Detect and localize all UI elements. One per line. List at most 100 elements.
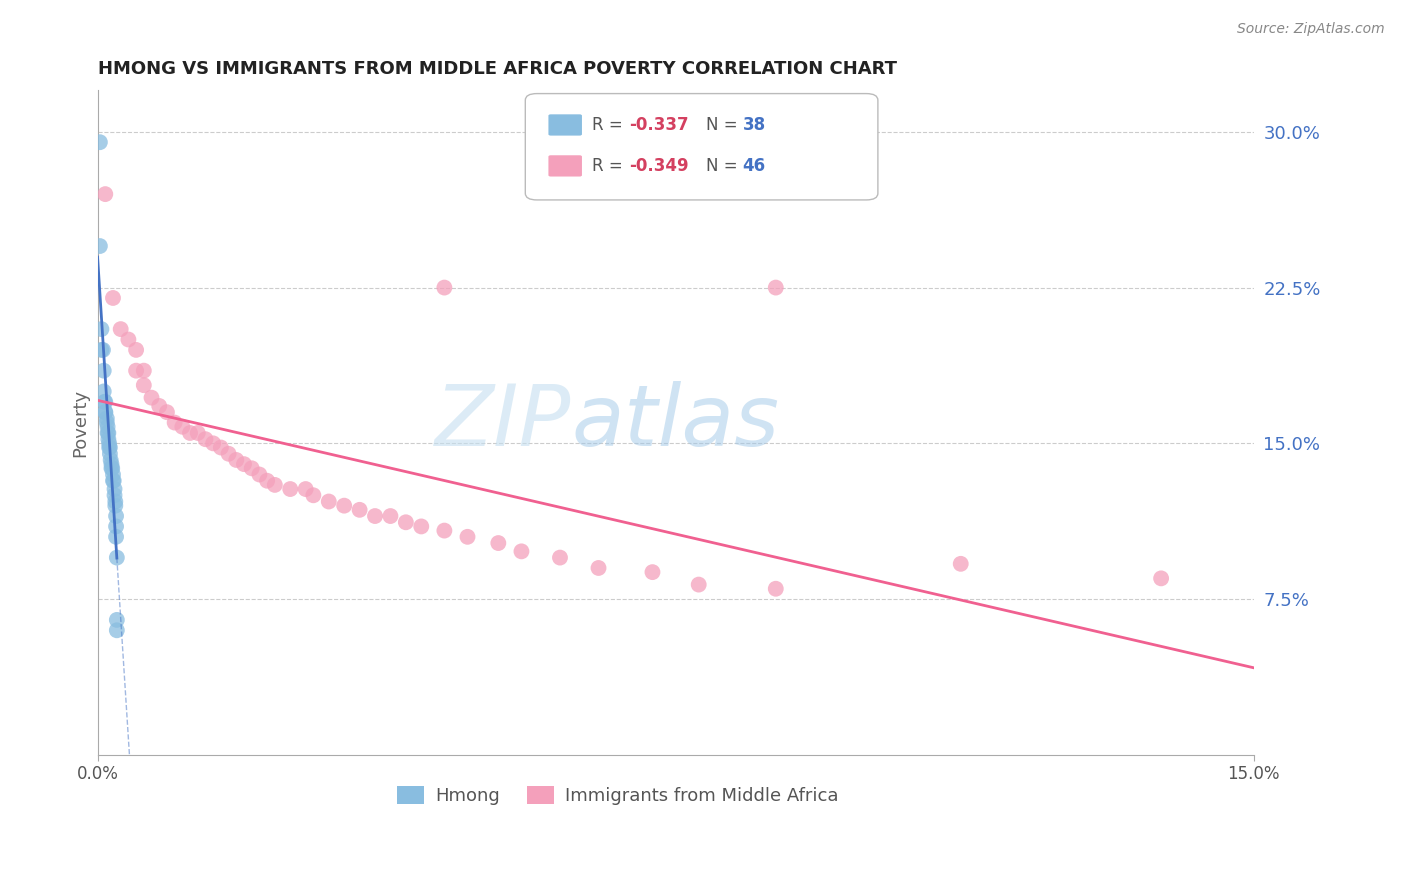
- Hmong: [97, 419, 120, 434]
- Immigrants from Middle Africa: [333, 499, 356, 513]
- Immigrants from Middle Africa: [172, 419, 194, 434]
- Hmong: [90, 343, 112, 357]
- Hmong: [89, 135, 111, 149]
- Text: -0.337: -0.337: [630, 116, 689, 134]
- Immigrants from Middle Africa: [125, 364, 148, 378]
- Immigrants from Middle Africa: [132, 378, 155, 392]
- Hmong: [101, 461, 124, 475]
- Hmong: [98, 447, 121, 461]
- Hmong: [96, 411, 118, 425]
- Immigrants from Middle Africa: [94, 187, 117, 202]
- Hmong: [96, 416, 118, 430]
- Text: 46: 46: [742, 157, 766, 175]
- Immigrants from Middle Africa: [233, 457, 256, 471]
- Immigrants from Middle Africa: [380, 509, 402, 524]
- Hmong: [90, 322, 112, 336]
- Hmong: [91, 343, 114, 357]
- Hmong: [103, 482, 125, 496]
- FancyBboxPatch shape: [548, 114, 582, 136]
- Text: R =: R =: [592, 116, 628, 134]
- Immigrants from Middle Africa: [187, 425, 209, 440]
- Text: Source: ZipAtlas.com: Source: ZipAtlas.com: [1237, 22, 1385, 37]
- FancyBboxPatch shape: [526, 94, 877, 200]
- Immigrants from Middle Africa: [765, 582, 787, 596]
- Immigrants from Middle Africa: [395, 516, 418, 530]
- Hmong: [104, 494, 127, 508]
- Text: ZIP: ZIP: [436, 381, 572, 464]
- Immigrants from Middle Africa: [364, 509, 387, 524]
- Hmong: [105, 509, 128, 524]
- Hmong: [94, 405, 117, 419]
- Immigrants from Middle Africa: [156, 405, 179, 419]
- FancyBboxPatch shape: [548, 155, 582, 177]
- Hmong: [100, 457, 122, 471]
- Hmong: [103, 474, 125, 488]
- Hmong: [97, 425, 120, 440]
- Immigrants from Middle Africa: [457, 530, 479, 544]
- Immigrants from Middle Africa: [179, 425, 201, 440]
- Immigrants from Middle Africa: [240, 461, 263, 475]
- Hmong: [105, 550, 128, 565]
- Hmong: [103, 488, 125, 502]
- Hmong: [93, 364, 115, 378]
- Legend: Hmong, Immigrants from Middle Africa: Hmong, Immigrants from Middle Africa: [389, 779, 845, 813]
- Immigrants from Middle Africa: [411, 519, 433, 533]
- Hmong: [105, 613, 128, 627]
- Hmong: [94, 405, 117, 419]
- Immigrants from Middle Africa: [294, 482, 316, 496]
- Text: atlas: atlas: [572, 381, 779, 464]
- Immigrants from Middle Africa: [249, 467, 271, 482]
- Hmong: [101, 474, 124, 488]
- Immigrants from Middle Africa: [302, 488, 325, 502]
- Immigrants from Middle Africa: [278, 482, 301, 496]
- Immigrants from Middle Africa: [349, 503, 371, 517]
- Text: HMONG VS IMMIGRANTS FROM MIDDLE AFRICA POVERTY CORRELATION CHART: HMONG VS IMMIGRANTS FROM MIDDLE AFRICA P…: [97, 60, 897, 78]
- Immigrants from Middle Africa: [433, 524, 456, 538]
- Immigrants from Middle Africa: [225, 453, 247, 467]
- Hmong: [93, 384, 115, 399]
- Immigrants from Middle Africa: [202, 436, 225, 450]
- Immigrants from Middle Africa: [132, 364, 155, 378]
- Immigrants from Middle Africa: [117, 333, 139, 347]
- Immigrants from Middle Africa: [256, 474, 278, 488]
- Immigrants from Middle Africa: [949, 557, 972, 571]
- Immigrants from Middle Africa: [688, 577, 710, 591]
- Hmong: [93, 394, 115, 409]
- Immigrants from Middle Africa: [218, 447, 240, 461]
- Immigrants from Middle Africa: [209, 441, 232, 455]
- Immigrants from Middle Africa: [263, 478, 285, 492]
- Immigrants from Middle Africa: [110, 322, 132, 336]
- Hmong: [97, 425, 120, 440]
- Hmong: [100, 461, 122, 475]
- Hmong: [100, 453, 122, 467]
- Immigrants from Middle Africa: [1150, 571, 1173, 585]
- Immigrants from Middle Africa: [765, 280, 787, 294]
- Hmong: [105, 624, 128, 638]
- Immigrants from Middle Africa: [548, 550, 571, 565]
- Hmong: [98, 441, 121, 455]
- Hmong: [89, 239, 111, 253]
- Immigrants from Middle Africa: [125, 343, 148, 357]
- Hmong: [105, 519, 128, 533]
- Immigrants from Middle Africa: [486, 536, 509, 550]
- Immigrants from Middle Africa: [194, 432, 217, 446]
- Hmong: [94, 394, 117, 409]
- Hmong: [105, 530, 128, 544]
- Text: N =: N =: [706, 157, 742, 175]
- Immigrants from Middle Africa: [163, 416, 186, 430]
- Immigrants from Middle Africa: [588, 561, 610, 575]
- Immigrants from Middle Africa: [510, 544, 533, 558]
- Hmong: [98, 436, 121, 450]
- Text: R =: R =: [592, 157, 628, 175]
- Immigrants from Middle Africa: [141, 391, 163, 405]
- Hmong: [98, 441, 121, 455]
- Text: -0.349: -0.349: [630, 157, 689, 175]
- Immigrants from Middle Africa: [101, 291, 124, 305]
- Hmong: [97, 432, 120, 446]
- Hmong: [101, 467, 124, 482]
- Immigrants from Middle Africa: [641, 565, 664, 579]
- Text: 38: 38: [742, 116, 766, 134]
- Y-axis label: Poverty: Poverty: [72, 389, 89, 457]
- Immigrants from Middle Africa: [433, 280, 456, 294]
- Immigrants from Middle Africa: [148, 399, 170, 413]
